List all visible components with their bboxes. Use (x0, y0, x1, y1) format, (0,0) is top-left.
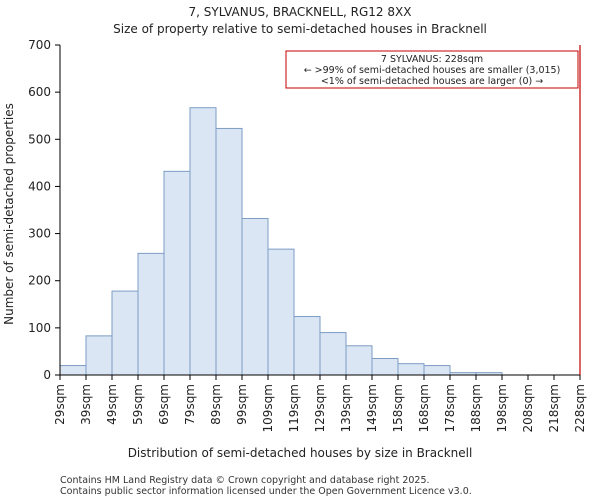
bar-149sqm (371, 358, 399, 376)
x-tick-label: 218sqm (547, 384, 561, 432)
bar-168sqm (423, 365, 451, 376)
marker-annotation: 7 SYLVANUS: 228sqm ← >99% of semi-detach… (285, 50, 579, 89)
bar-89sqm (215, 127, 243, 376)
footer-line-1: Contains HM Land Registry data © Crown c… (60, 475, 430, 486)
y-tick-label: 200 (28, 274, 51, 288)
annotation-larger: <1% of semi-detached houses are larger (… (321, 76, 543, 87)
x-tick-label: 149sqm (365, 384, 379, 432)
x-tick-label: 228sqm (573, 384, 587, 432)
bar-99sqm (241, 217, 269, 376)
y-tick-label: 600 (28, 85, 51, 99)
y-tick-label: 300 (28, 227, 51, 241)
annotation-box (285, 50, 579, 89)
x-tick-label: 29sqm (53, 384, 67, 425)
bar-139sqm (345, 345, 373, 376)
bar-39sqm (85, 335, 113, 376)
y-tick-label: 700 (28, 38, 51, 52)
y-tick-label: 100 (28, 321, 51, 335)
x-tick-label: 99sqm (235, 384, 249, 425)
x-tick-label: 89sqm (209, 384, 223, 425)
x-tick-label: 69sqm (157, 384, 171, 425)
footer-line-2: Contains public sector information licen… (60, 486, 472, 497)
chart-title: 7, SYLVANUS, BRACKNELL, RG12 8XX (189, 5, 412, 19)
x-axis-ticks: 29sqm 39sqm 49sqm 59sqm 69sqm 79sqm 89sqm 99sqm… (53, 375, 587, 432)
bar-158sqm (397, 363, 425, 376)
y-tick-label: 0 (43, 368, 51, 382)
bar-109sqm (267, 248, 295, 376)
y-tick-label: 500 (28, 132, 51, 146)
x-axis-label: Distribution of semi-detached houses by … (128, 446, 473, 460)
bar-129sqm (319, 332, 347, 376)
y-axis-label: Number of semi-detached properties (2, 103, 16, 325)
x-tick-label: 109sqm (261, 384, 275, 432)
x-tick-label: 208sqm (521, 384, 535, 432)
x-tick-label: 49sqm (105, 384, 119, 425)
y-tick-label: 400 (28, 179, 51, 193)
x-tick-label: 139sqm (339, 384, 353, 432)
bar-29sqm (59, 365, 87, 376)
x-tick-label: 39sqm (79, 384, 93, 425)
bars-group (59, 107, 503, 376)
bar-119sqm (293, 316, 321, 376)
x-tick-label: 198sqm (495, 384, 509, 432)
x-tick-label: 168sqm (417, 384, 431, 432)
chart-subtitle: Size of property relative to semi-detach… (113, 22, 487, 36)
annotation-title: 7 SYLVANUS: 228sqm (381, 54, 483, 65)
x-tick-label: 188sqm (469, 384, 483, 432)
y-axis-ticks: 0 100 200 300 400 500 600 700 (28, 38, 60, 382)
x-tick-label: 129sqm (313, 384, 327, 432)
annotation-smaller: ← >99% of semi-detached houses are small… (304, 65, 561, 76)
x-tick-label: 79sqm (183, 384, 197, 425)
x-tick-label: 178sqm (443, 384, 457, 432)
x-tick-label: 59sqm (131, 384, 145, 425)
bar-79sqm (189, 107, 217, 376)
bar-59sqm (137, 252, 165, 376)
bar-49sqm (111, 290, 139, 376)
x-tick-label: 158sqm (391, 384, 405, 432)
bar-69sqm (163, 170, 191, 376)
x-tick-label: 119sqm (287, 384, 301, 432)
